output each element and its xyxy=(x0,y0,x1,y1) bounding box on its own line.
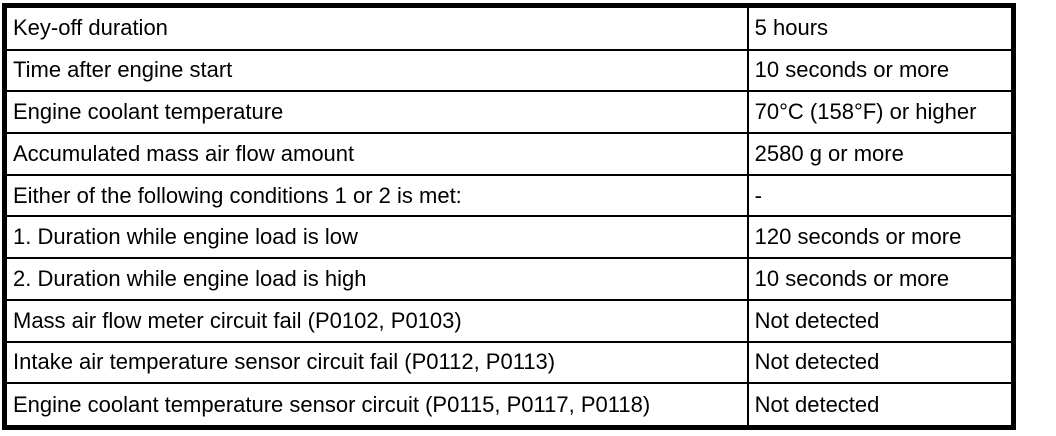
value-cell: Not detected xyxy=(746,340,1015,385)
value-cell: Not detected xyxy=(746,298,1015,343)
table-row: Engine coolant temperature 70°C (158°F) … xyxy=(3,90,1015,135)
value-cell: 120 seconds or more xyxy=(746,215,1015,260)
value-cell: 2580 g or more xyxy=(746,132,1015,176)
value-cell: 5 hours xyxy=(746,4,1015,51)
table-row: Intake air temperature sensor circuit fa… xyxy=(3,340,1015,385)
diagnostic-conditions-table: Key-off duration 5 hours Time after engi… xyxy=(2,3,1016,430)
table-row: Accumulated mass air flow amount 2580 g … xyxy=(3,132,1015,176)
table-row: Engine coolant temperature sensor circui… xyxy=(3,382,1015,429)
value-cell: - xyxy=(746,173,1015,218)
value-cell: Not detected xyxy=(746,382,1015,429)
value-cell: 10 seconds or more xyxy=(746,257,1015,301)
condition-cell: Key-off duration xyxy=(3,4,749,51)
value-cell: 10 seconds or more xyxy=(746,48,1015,93)
condition-cell: Either of the following conditions 1 or … xyxy=(3,173,749,218)
condition-cell: Engine coolant temperature xyxy=(3,90,749,135)
condition-cell: Time after engine start xyxy=(3,48,749,93)
condition-cell: Intake air temperature sensor circuit fa… xyxy=(3,340,749,385)
table-body: Key-off duration 5 hours Time after engi… xyxy=(3,4,1015,429)
table-row: Either of the following conditions 1 or … xyxy=(3,173,1015,218)
value-cell: 70°C (158°F) or higher xyxy=(746,90,1015,135)
table-row: Mass air flow meter circuit fail (P0102,… xyxy=(3,298,1015,343)
table-row: Time after engine start 10 seconds or mo… xyxy=(3,48,1015,93)
table-row: 2. Duration while engine load is high 10… xyxy=(3,257,1015,301)
condition-cell: Engine coolant temperature sensor circui… xyxy=(3,382,749,429)
table-row: 1. Duration while engine load is low 120… xyxy=(3,215,1015,260)
table-row: Key-off duration 5 hours xyxy=(3,4,1015,51)
condition-cell: Mass air flow meter circuit fail (P0102,… xyxy=(3,298,749,343)
condition-cell: Accumulated mass air flow amount xyxy=(3,132,749,176)
condition-cell: 2. Duration while engine load is high xyxy=(3,257,749,301)
condition-cell: 1. Duration while engine load is low xyxy=(3,215,749,260)
